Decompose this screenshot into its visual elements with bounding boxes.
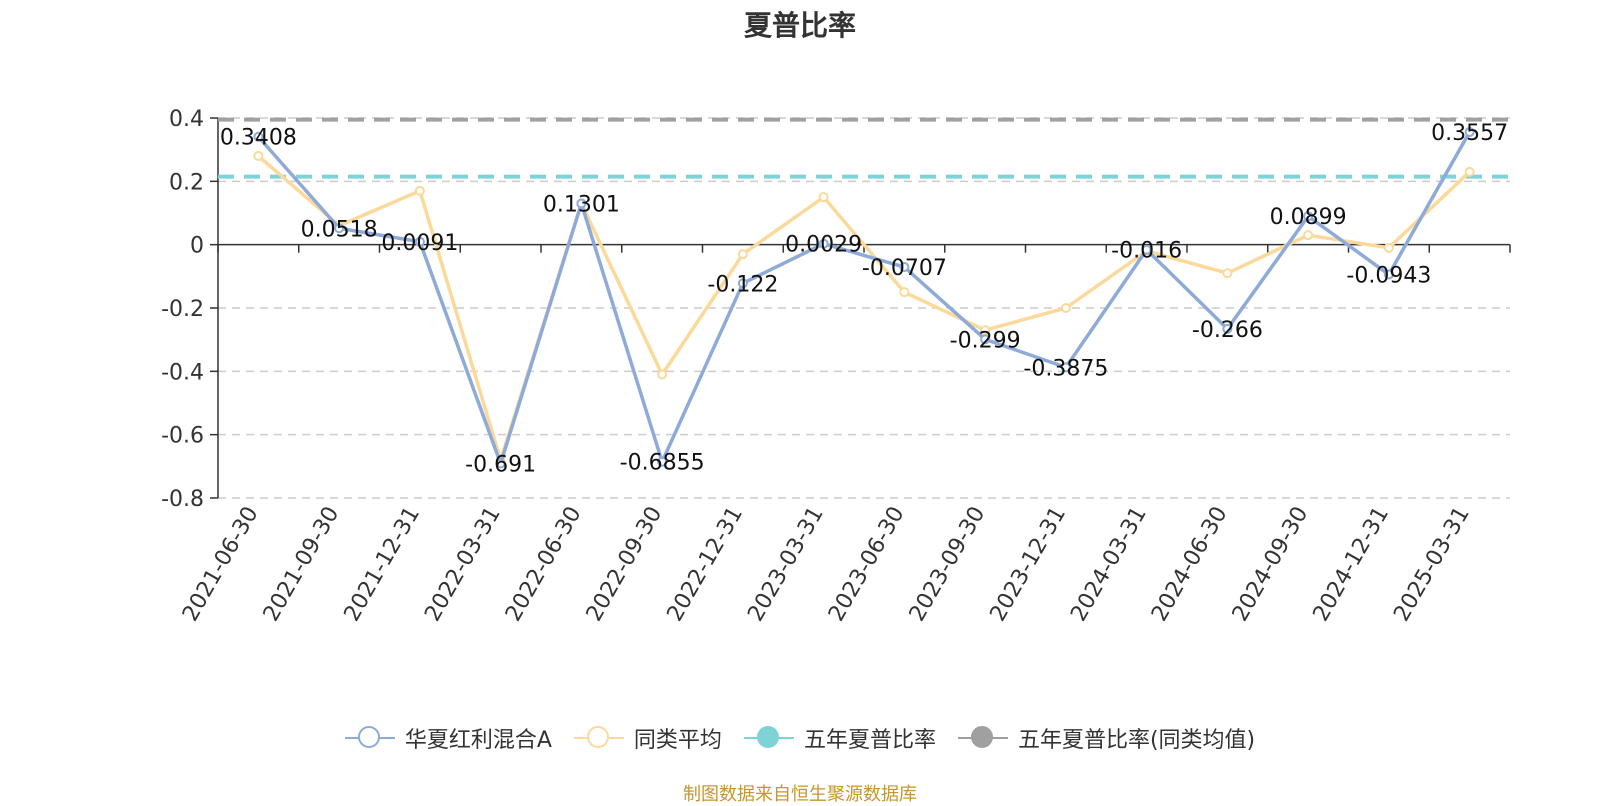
peer-average-data-point (253, 151, 264, 161)
chart-title: 夏普比率 (743, 9, 856, 42)
peer-average-data-point (1464, 166, 1475, 177)
data-label: -0.6855 (620, 451, 705, 476)
fund-data-point (818, 238, 829, 249)
x-tick-label: 2024-12-31 (1308, 503, 1394, 626)
x-tick-label: 2024-03-31 (1066, 503, 1152, 626)
peer-average-series-line (257, 154, 1471, 462)
peer-average-data-point (980, 325, 991, 336)
fund-data-point (980, 334, 991, 345)
x-tick-label: 2022-12-31 (662, 503, 748, 626)
legend-item-five-year-sharpe-peer[interactable]: 五年夏普比率(同类均值) (957, 722, 1256, 754)
y-tick-label: -0.8 (161, 487, 204, 512)
legend-label-five-year-sharpe: 五年夏普比率 (803, 728, 936, 753)
fund-data-point (495, 458, 506, 469)
data-label: 0.0091 (381, 231, 458, 256)
fund-data-point (253, 131, 264, 142)
legend-marker-five-year-sharpe-icon (743, 725, 794, 751)
line-chart: 0.4 0.2 0 -0.2 -0.4 -0.6 -0.8 0.3408 0.05180.009… (161, 107, 1511, 626)
peer-average-data-point (1222, 268, 1233, 279)
x-tick-label: 2022-09-30 (582, 503, 668, 626)
fund-data-point (1141, 244, 1152, 255)
x-tick-label: 2024-09-30 (1228, 503, 1314, 626)
fund-data-point (1464, 127, 1475, 138)
data-label: 0.3557 (1431, 121, 1508, 146)
x-tick-label: 2023-09-30 (905, 503, 991, 626)
fund-data-point (899, 262, 910, 273)
source-note: 制图数据来自恒生聚源数据库 (683, 784, 917, 805)
y-tick-label: 0 (190, 234, 204, 259)
peer-average-data-point (1383, 242, 1394, 253)
fund-data-point (1060, 362, 1071, 373)
x-tick-label: 2021-06-30 (178, 503, 264, 626)
x-tick-label: 2022-03-31 (420, 503, 506, 626)
fund-data-point (1383, 269, 1394, 280)
legend-marker-five-year-sharpe-peer-icon (957, 725, 1008, 751)
peer-average-data-point (414, 185, 425, 196)
fund-data-point (1222, 323, 1233, 334)
peer-average-data-point (899, 287, 910, 298)
y-tick-label: -0.4 (161, 360, 204, 385)
x-tick-label: 2023-03-31 (743, 503, 829, 626)
data-label: -0.3875 (1023, 356, 1108, 381)
legend-label-peer-average: 同类平均 (633, 728, 722, 753)
data-label: -0.0707 (862, 256, 947, 281)
fund-series-line (257, 131, 1472, 466)
x-tick-label: 2023-06-30 (824, 503, 910, 626)
data-label: 0.0029 (785, 233, 862, 258)
data-label: -0.0943 (1346, 264, 1431, 289)
legend-label-fund: 华夏红利混合A (404, 728, 552, 753)
data-label: 0.0518 (301, 217, 378, 242)
peer-average-data-point (818, 192, 829, 203)
y-tick-label: -0.2 (161, 297, 204, 322)
y-tick-label: 0.4 (169, 107, 204, 132)
legend-item-fund[interactable]: 华夏红利混合A (344, 722, 552, 754)
legend-label-five-year-sharpe-peer: 五年夏普比率(同类均值) (1017, 728, 1256, 753)
data-label: -0.122 (707, 272, 778, 297)
x-tick-label: 2021-12-31 (339, 503, 425, 626)
fund-data-point (1303, 211, 1314, 222)
x-tick-label: 2023-12-31 (985, 503, 1071, 626)
data-label: -0.016 (1111, 239, 1182, 264)
peer-average-data-point (1303, 230, 1314, 241)
legend-item-peer-average[interactable]: 同类平均 (573, 722, 722, 754)
peer-average-data-point (657, 369, 668, 380)
peer-average-data-point (737, 249, 748, 260)
data-label: -0.691 (465, 452, 536, 477)
fund-data-point (576, 198, 587, 209)
y-tick-label: 0.2 (169, 170, 204, 195)
fund-data-point (657, 456, 668, 467)
fund-data-point (737, 278, 748, 289)
x-tick-label: 2024-06-30 (1147, 503, 1233, 626)
chart-legend: 华夏红利混合A 同类平均 五年夏普比率 五年夏普比率(同类均值) (0, 722, 1600, 754)
y-tick-label: -0.6 (161, 424, 204, 449)
data-label: -0.266 (1192, 318, 1263, 343)
legend-marker-fund-icon (344, 725, 395, 751)
x-tick-label: 2021-09-30 (259, 503, 345, 626)
data-label: 0.0899 (1270, 205, 1347, 230)
fund-data-point (334, 223, 345, 234)
x-tick-label: 2022-06-30 (501, 503, 587, 626)
legend-item-five-year-sharpe[interactable]: 五年夏普比率 (743, 722, 936, 754)
x-tick-label: 2025-03-31 (1389, 503, 1475, 626)
data-label: 0.1301 (543, 192, 620, 217)
data-label: -0.299 (950, 328, 1021, 353)
legend-marker-peer-average-icon (573, 725, 624, 751)
fund-data-point (414, 236, 425, 247)
peer-average-data-point (1060, 303, 1071, 313)
data-label: 0.3408 (220, 126, 297, 151)
